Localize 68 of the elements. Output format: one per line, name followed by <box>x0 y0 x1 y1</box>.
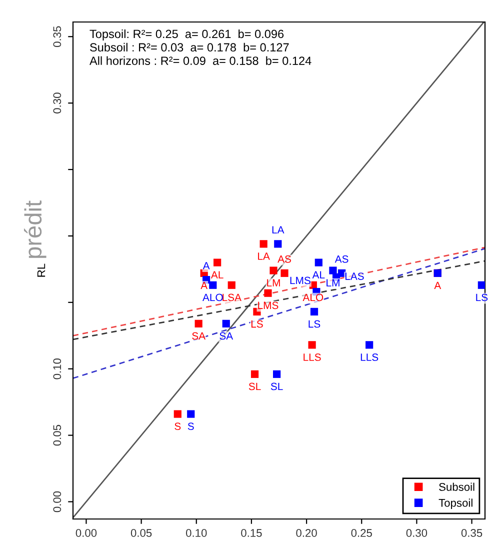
data-label: ALO <box>202 294 223 302</box>
data-label: AS <box>278 255 291 263</box>
data-label: LS <box>251 320 263 328</box>
point <box>272 370 281 378</box>
data-label: LMS <box>258 302 278 310</box>
x-tick-label: 0.35 <box>461 529 482 537</box>
y-tick-label: 0.30 <box>53 92 62 114</box>
data-label: LM <box>267 279 280 286</box>
data-label: SA <box>220 332 234 340</box>
annotation: Subsoil : R²= 0.03 a= 0.178 b= 0.127 <box>90 42 289 52</box>
data-label: AL <box>210 271 224 278</box>
point <box>174 410 182 418</box>
legend-label: Subsoil <box>439 482 474 491</box>
point <box>214 258 222 266</box>
annotation: All horizons : R²= 0.09 a= 0.158 b= 0.124 <box>90 56 312 65</box>
y-tick-label: 0.00 <box>53 491 62 512</box>
legend-label: Topsoil <box>438 498 472 509</box>
data-label: LM <box>326 279 340 286</box>
x-tick-label: 0.10 <box>186 529 207 537</box>
point <box>314 258 322 266</box>
data-label: LSA <box>222 294 242 302</box>
point <box>270 266 278 274</box>
x-tick-label: 0.20 <box>296 529 317 537</box>
point <box>329 266 337 274</box>
point <box>280 269 288 277</box>
point <box>366 341 374 349</box>
annotation: Topsoil: R²= 0.25 a= 0.261 b= 0.096 <box>90 29 284 40</box>
data-label: SL <box>248 382 261 390</box>
x-tick-label: 0.15 <box>241 529 262 537</box>
point <box>478 281 485 289</box>
point <box>187 410 195 418</box>
data-label: LLS <box>360 354 378 361</box>
data-label: A <box>200 282 208 290</box>
point <box>260 240 268 248</box>
data-label: AS <box>334 255 348 263</box>
y-axis-title: RL <box>37 264 46 277</box>
x-tick-label: 0.00 <box>76 529 97 537</box>
data-label: AL <box>312 271 325 278</box>
data-label: S <box>174 422 181 430</box>
data-label: S <box>188 422 194 430</box>
point <box>308 341 316 349</box>
text: prédit <box>24 200 46 258</box>
data-label: LS <box>308 320 320 328</box>
data-label: A <box>434 282 442 290</box>
point <box>194 320 202 328</box>
data-label: LAS <box>345 272 364 280</box>
x-tick-label: 0.25 <box>351 529 372 537</box>
data-label: SL <box>270 382 283 390</box>
point <box>250 370 259 378</box>
point <box>264 289 272 297</box>
data-label: A <box>202 262 210 270</box>
data-label: ALO <box>302 294 324 302</box>
x-tick-label: 0.05 <box>130 529 152 537</box>
y-tick-label: 0.35 <box>53 26 62 47</box>
data-label: LA <box>258 252 270 260</box>
point <box>209 281 217 289</box>
point <box>274 240 282 248</box>
x-tick-label: 0.30 <box>406 529 428 537</box>
point <box>228 281 236 289</box>
data-label: LMS <box>290 276 310 284</box>
point <box>310 308 318 316</box>
y-tick-label: 0.05 <box>53 424 62 446</box>
data-label: LS <box>476 294 488 302</box>
y-tick-label: 0.10 <box>53 358 62 380</box>
data-label: SA <box>192 332 206 340</box>
data-label: LLS <box>304 354 321 361</box>
point <box>222 320 230 328</box>
data-label: LA <box>272 226 284 234</box>
